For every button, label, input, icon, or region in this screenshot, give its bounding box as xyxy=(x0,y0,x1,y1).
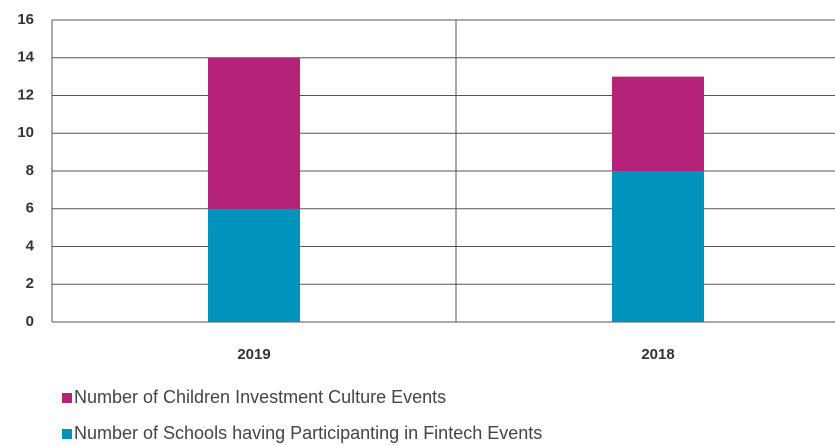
bar-segment xyxy=(612,76,704,171)
y-tick-label: 4 xyxy=(26,237,35,254)
y-tick-label: 0 xyxy=(26,313,34,330)
y-tick-label: 12 xyxy=(17,86,34,103)
bar-segment xyxy=(208,208,300,322)
y-tick-label: 8 xyxy=(26,162,34,179)
y-tick-label: 16 xyxy=(17,11,34,28)
x-tick-label: 2018 xyxy=(641,346,674,363)
legend-swatch xyxy=(62,429,72,439)
legend-label: Number of Schools having Participanting … xyxy=(74,423,542,443)
x-tick-label: 2019 xyxy=(237,346,270,363)
legend-swatch xyxy=(62,393,72,403)
y-tick-label: 14 xyxy=(17,49,34,66)
bar-segment xyxy=(208,57,300,209)
legend-label: Number of Children Investment Culture Ev… xyxy=(74,387,446,407)
y-tick-label: 6 xyxy=(26,200,34,217)
y-tick-label: 2 xyxy=(26,275,34,292)
bar-segment xyxy=(612,171,704,322)
y-tick-label: 10 xyxy=(17,124,34,141)
